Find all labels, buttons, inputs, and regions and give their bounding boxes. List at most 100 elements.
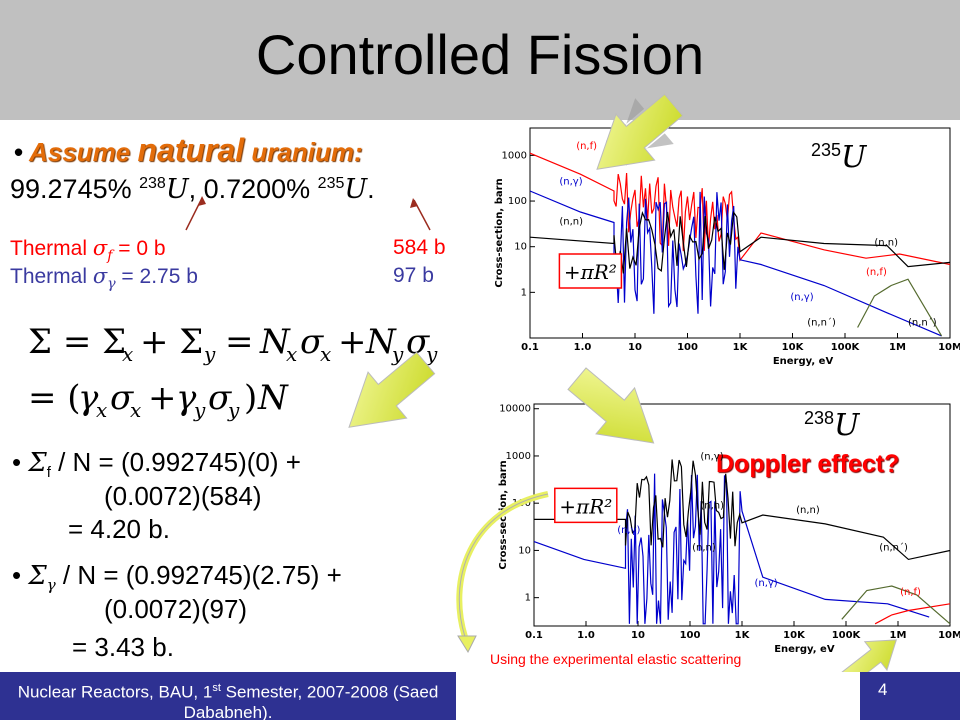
- y-tick-label: 1: [521, 287, 527, 298]
- series-label: (n,n): [700, 500, 724, 511]
- svg-text:+: +: [338, 322, 367, 362]
- series-label: (n,n´): [908, 316, 937, 328]
- calc-f-result: = 4.20 b.: [68, 514, 170, 544]
- assume-heading: • Assume natural uranium:: [14, 132, 363, 169]
- x-tick-label: 0.1: [525, 630, 543, 641]
- chart-238u: 0.1 1.0 10 100 1K 10K 100K 1M 10M110100100010000…: [498, 403, 960, 655]
- x-tick-label: 1M: [889, 342, 906, 353]
- sub-g: γ: [107, 276, 116, 293]
- thermal-g-value: = 2.75 b: [115, 265, 198, 288]
- svg-text:=: =: [225, 322, 254, 362]
- arrow-middle-left: [348, 351, 436, 428]
- svg-text:y: y: [425, 342, 438, 366]
- sigma-equations: Σ = Σ x + Σ y = N x σ x + N y σ y = ( γ …: [28, 322, 438, 422]
- svg-text:= (: = (: [28, 378, 81, 418]
- series-label: (n,n): [796, 505, 820, 516]
- calc-g-result: = 3.43 b.: [72, 632, 174, 662]
- page-number: 4: [878, 680, 888, 699]
- Sigma-g: Σ: [28, 561, 47, 591]
- ordinal-suffix: st: [212, 682, 221, 694]
- series-label: (n,γ): [790, 292, 813, 303]
- thermal-f-235: 584 b: [393, 236, 446, 259]
- x-axis-label: Energy, eV: [774, 644, 835, 655]
- x-tick-label: 1K: [735, 630, 751, 641]
- assume-natural: natural: [137, 132, 245, 168]
- label-235u: 235U: [811, 140, 866, 175]
- u-label-235: U: [841, 140, 867, 175]
- svg-text:N: N: [365, 322, 397, 362]
- thermal-g-235: 97 b: [393, 264, 434, 287]
- svg-text:x: x: [130, 398, 141, 422]
- calc-f-line2: (0.0072)(584): [104, 481, 262, 511]
- svg-text:y: y: [203, 342, 216, 366]
- series-label: (n,f): [576, 141, 597, 152]
- sub-g-calc: γ: [46, 576, 56, 595]
- x-tick-label: 100K: [832, 630, 862, 641]
- u-label-238: U: [834, 408, 860, 443]
- arrow-top-right: [596, 93, 684, 170]
- thermal-g-label: Thermal: [10, 265, 93, 288]
- abundance-235: , 0.7200%: [188, 174, 318, 204]
- calc-g-line1: • Σγ / N = (0.992745)(2.75) +: [12, 560, 342, 594]
- thermal-f-label: Thermal: [10, 237, 93, 260]
- series-label: (n,n): [559, 217, 583, 228]
- calc-g-line2: (0.0072)(97): [104, 594, 248, 624]
- svg-text:x: x: [122, 342, 133, 366]
- bullet: •: [14, 137, 24, 167]
- svg-text:γ: γ: [78, 378, 99, 418]
- assume-pre: Assume: [29, 137, 138, 167]
- y-tick-label: 10000: [499, 404, 531, 415]
- x-tick-label: 1M: [890, 630, 907, 641]
- svg-text:N: N: [259, 322, 291, 362]
- svg-text:y: y: [391, 342, 404, 366]
- svg-text:y: y: [227, 398, 240, 422]
- svg-text:x: x: [320, 342, 331, 366]
- sub-f: f: [107, 248, 113, 265]
- label-238u: 238U: [804, 408, 859, 443]
- series-label: (n,γ): [754, 578, 777, 589]
- chart-235u: 0.1 1.0 10 100 1K 10K 100K 1M 10M 1 10 100 1000 Energ…: [494, 127, 960, 367]
- mass-235: 235: [317, 175, 345, 192]
- bullet: •: [12, 447, 29, 477]
- Sigma-f: Σ: [28, 448, 47, 478]
- nf-curve-238: [874, 603, 951, 625]
- svg-text:N: N: [257, 378, 289, 418]
- x-axis-label: Energy, eV: [773, 356, 834, 367]
- y-tick-label: 1000: [506, 451, 531, 462]
- series-label: (n,n´): [807, 316, 836, 328]
- assume-post: uranium:: [244, 137, 363, 167]
- series-label: (n,f): [866, 267, 887, 278]
- mass-238: 238: [139, 175, 166, 192]
- thermal-f-line: Thermal σf = 0 b: [10, 236, 166, 264]
- svg-text:Σ = Σ: Σ = Σ: [28, 322, 126, 362]
- y-tick-label: 10: [518, 545, 531, 556]
- x-tick-label: 10M: [938, 342, 960, 353]
- mass-235-label: 235: [811, 140, 842, 160]
- svg-text:x: x: [96, 398, 107, 422]
- x-tick-label: 10M: [938, 630, 960, 641]
- abundance-238: 99.2745%: [10, 174, 140, 204]
- y-tick-label: 1000: [502, 150, 527, 161]
- sub-f-calc: f: [46, 464, 51, 482]
- svg-text:x: x: [286, 342, 297, 366]
- svg-text:γ: γ: [176, 378, 197, 418]
- series-label: (n,γ): [700, 452, 723, 463]
- thermal-f-value: = 0 b: [112, 237, 166, 260]
- sigma-f: σ: [92, 236, 108, 260]
- abundance-line: 99.2745% 238U, 0.7200% 235U.: [10, 174, 375, 205]
- svg-text:): ): [244, 378, 257, 418]
- nn-curve: [529, 210, 951, 274]
- curve-arrow: [456, 491, 549, 641]
- thermal-g-line: Thermal σγ = 2.75 b: [10, 264, 198, 292]
- y-tick-label: 100: [508, 196, 527, 207]
- y-tick-label: 1: [525, 593, 531, 604]
- u-symbol-2: U: [344, 174, 368, 205]
- calc-g-text: / N = (0.992745)(2.75) +: [55, 560, 342, 590]
- x-tick-label: 1K: [733, 342, 749, 353]
- arrow-middle-right: [567, 367, 655, 444]
- svg-text:+: +: [148, 378, 177, 418]
- x-tick-label: 100K: [831, 342, 861, 353]
- y-tick-label: 10: [514, 242, 527, 253]
- pi-r2-box: [554, 487, 618, 524]
- nn-curve-238: [534, 459, 951, 561]
